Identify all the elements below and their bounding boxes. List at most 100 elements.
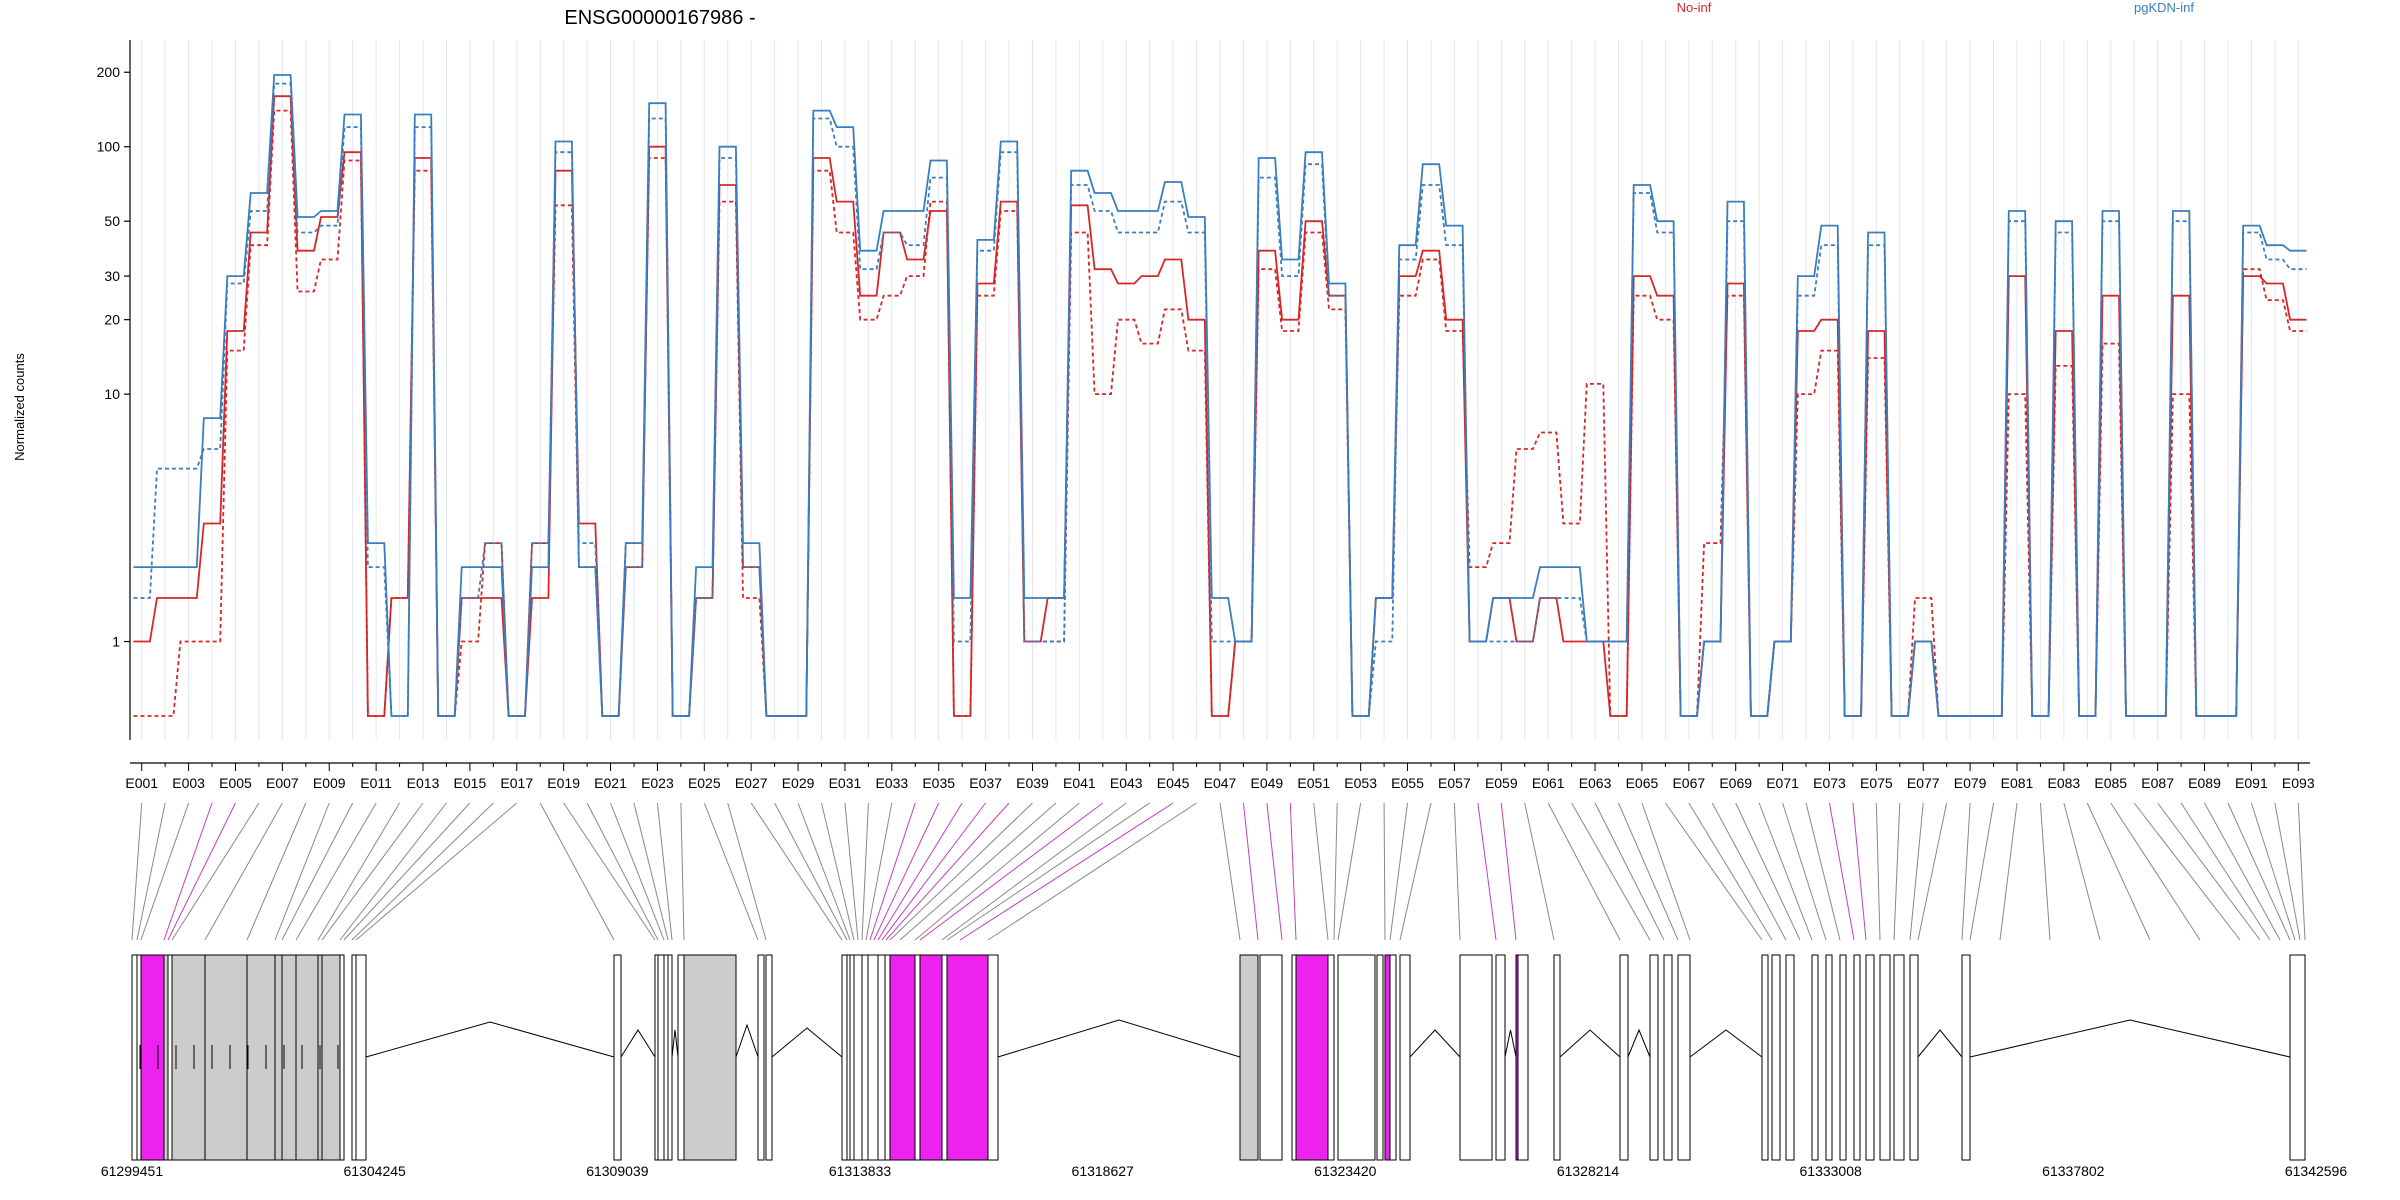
- y-tick-label: 20: [104, 312, 120, 328]
- exon-block: [1291, 954, 1297, 1161]
- exon-block: [1389, 954, 1397, 1161]
- exon-connector: [610, 802, 665, 941]
- exon-connector: [321, 802, 424, 941]
- intron-line: [1917, 1029, 1963, 1058]
- exon-connector: [2086, 802, 2151, 941]
- exon-tick-label: E093: [2282, 775, 2315, 791]
- exon-tick-label: E059: [1485, 775, 1518, 791]
- exon-tick-label: E007: [266, 775, 299, 791]
- exon-block: [1327, 954, 1335, 1161]
- exon-block: [914, 954, 921, 1161]
- exon-tick-label: E057: [1438, 775, 1471, 791]
- y-tick-label: 1: [112, 634, 120, 650]
- y-axis-label: Normalized counts: [12, 353, 27, 461]
- genomic-tick-label: 61304245: [344, 1163, 407, 1179]
- exon-connector: [167, 802, 236, 941]
- y-tick-label: 100: [97, 139, 121, 155]
- exon-block: [677, 954, 685, 1161]
- exon-block: [1761, 954, 1769, 1161]
- exon-connectors: [131, 802, 2306, 941]
- exon-tick-label: E003: [172, 775, 205, 791]
- y-tick-label: 10: [104, 386, 120, 402]
- exon-block: [163, 954, 169, 1161]
- exon-block: [295, 954, 319, 1161]
- exon-connector: [959, 802, 1174, 941]
- exon-connector: [351, 802, 494, 941]
- intron-line: [365, 1021, 615, 1058]
- exon-connector: [204, 802, 283, 941]
- exon-connector: [2297, 802, 2306, 941]
- exon-connector: [317, 802, 400, 941]
- exon-tick-label: E087: [2141, 775, 2174, 791]
- exon-block: [1893, 954, 1905, 1161]
- exon-connector: [1893, 802, 1901, 941]
- exon-tick-label: E015: [454, 775, 487, 791]
- exon-connector: [877, 802, 963, 941]
- exon-tick-label: E013: [407, 775, 440, 791]
- exon-connector: [885, 802, 1010, 941]
- exon-tick-label: E035: [922, 775, 955, 791]
- exon-connector: [1711, 802, 1787, 941]
- genomic-tick-label: 61323420: [1314, 1163, 1377, 1179]
- exon-block: [889, 954, 916, 1161]
- exon-connector: [1688, 802, 1773, 941]
- genomic-tick-label: 61337802: [2042, 1163, 2105, 1179]
- exon-tick-label: E085: [2094, 775, 2127, 791]
- exon-block: [355, 954, 367, 1161]
- exon-connector: [1477, 802, 1497, 941]
- exon-block: [1879, 954, 1891, 1161]
- intron-line: [1559, 1029, 1621, 1058]
- exon-block: [1909, 954, 1919, 1161]
- exon-connector: [1219, 802, 1241, 941]
- intron-line: [1627, 1028, 1651, 1058]
- exon-tick-label: E037: [969, 775, 1002, 791]
- exon-block: [849, 954, 855, 1161]
- exon-connector: [1289, 802, 1297, 941]
- exon-connector: [2250, 802, 2296, 941]
- exon-connector: [774, 802, 848, 941]
- exon-block: [987, 954, 999, 1161]
- exon-tick-label: E063: [1579, 775, 1612, 791]
- exon-block: [321, 954, 341, 1161]
- series-lines: [133, 74, 2307, 717]
- exon-block: [131, 954, 138, 1161]
- exon-tick-label: E027: [735, 775, 768, 791]
- exon-block: [1376, 954, 1384, 1161]
- exon-connector: [1337, 802, 1362, 941]
- exon-connector: [131, 802, 143, 941]
- exon-block: [1619, 954, 1629, 1161]
- y-tick-label: 30: [104, 268, 120, 284]
- exon-connector: [1266, 802, 1283, 941]
- exon-tick-label: E005: [219, 775, 252, 791]
- exon-connector: [281, 802, 354, 941]
- exon-block: [1384, 954, 1391, 1161]
- exon-connector: [941, 802, 1127, 941]
- exon-block: [1663, 954, 1673, 1161]
- exon-block: [1811, 954, 1819, 1161]
- exon-connector: [703, 802, 759, 941]
- exon-connector: [1242, 802, 1259, 941]
- exon-connector: [2133, 802, 2241, 941]
- exon-connector: [1917, 802, 1948, 941]
- intron-line: [1409, 1029, 1461, 1058]
- exon-connector: [355, 802, 518, 941]
- exon-block: [1839, 954, 1847, 1161]
- exon-axis: E001 E003 E005 E007 E009 E011 E013 E015 E017 E019…: [125, 762, 2315, 791]
- intron-line: [1969, 1019, 2291, 1058]
- exon-tick-label: E039: [1016, 775, 1049, 791]
- exon-block: [1865, 954, 1875, 1161]
- exon-block: [351, 954, 357, 1161]
- exon-tick-label: E077: [1907, 775, 1940, 791]
- genomic-tick-label: 61328214: [1557, 1163, 1620, 1179]
- exon-connector: [633, 802, 669, 941]
- exon-block: [1961, 954, 1971, 1161]
- exon-connector: [163, 802, 213, 941]
- exon-connector: [1735, 802, 1801, 941]
- exon-tick-label: E061: [1532, 775, 1565, 791]
- intron-line: [1689, 1029, 1763, 1058]
- exon-connector: [171, 802, 260, 941]
- exon-connector: [136, 802, 166, 941]
- exon-tick-label: E023: [641, 775, 674, 791]
- exon-tick-label: E009: [313, 775, 346, 791]
- exon-connector: [2157, 802, 2261, 941]
